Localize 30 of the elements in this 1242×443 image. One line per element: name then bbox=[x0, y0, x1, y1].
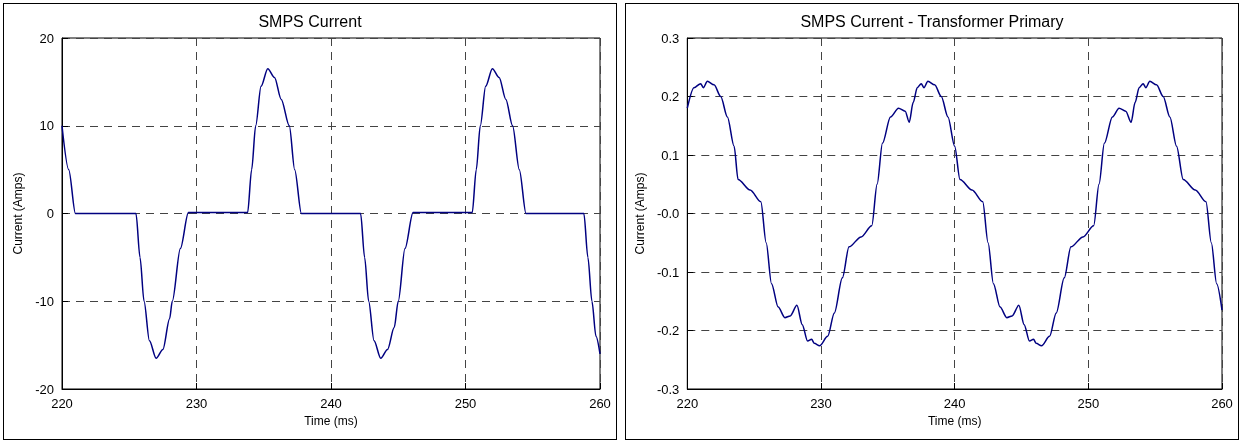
y-tick-label: 20 bbox=[39, 30, 54, 46]
y-tick-label: -20 bbox=[35, 381, 54, 397]
y-tick-label: 0 bbox=[46, 206, 54, 221]
y-tick-label: 0.2 bbox=[661, 89, 680, 104]
x-tick-label: 230 bbox=[810, 396, 832, 411]
y-tick-label: 0.3 bbox=[661, 30, 680, 46]
x-axis-title: Time (ms) bbox=[927, 414, 982, 428]
y-axis-title: Current (Amps) bbox=[11, 172, 25, 255]
y-tick-label: -0.0 bbox=[656, 206, 680, 221]
y-tick-label: 10 bbox=[39, 118, 54, 134]
y-tick-label: -0.3 bbox=[656, 381, 680, 397]
y-tick-label: -0.1 bbox=[656, 264, 680, 280]
line-series bbox=[686, 80, 1223, 347]
y-tick-label: -0.2 bbox=[656, 323, 680, 338]
x-tick-label: 240 bbox=[943, 396, 966, 411]
x-tick-label: 240 bbox=[320, 396, 342, 411]
x-tick-label: 250 bbox=[1077, 396, 1100, 411]
chart-title: SMPS Current bbox=[258, 12, 363, 30]
x-tick-label: 260 bbox=[1211, 396, 1233, 411]
y-tick-label: -10 bbox=[35, 293, 54, 309]
x-tick-label: 250 bbox=[454, 396, 477, 411]
x-tick-label: 220 bbox=[676, 396, 699, 411]
x-tick-label: 260 bbox=[589, 396, 611, 411]
line-series bbox=[61, 67, 601, 360]
x-axis-title: Time (ms) bbox=[304, 414, 358, 428]
x-tick-label: 230 bbox=[185, 396, 208, 411]
x-tick-label: 220 bbox=[51, 396, 73, 411]
y-tick-label: 0.1 bbox=[661, 147, 680, 163]
y-axis-title: Current (Amps) bbox=[633, 172, 647, 255]
chart-title: SMPS Current - Transformer Primary bbox=[800, 12, 1064, 30]
